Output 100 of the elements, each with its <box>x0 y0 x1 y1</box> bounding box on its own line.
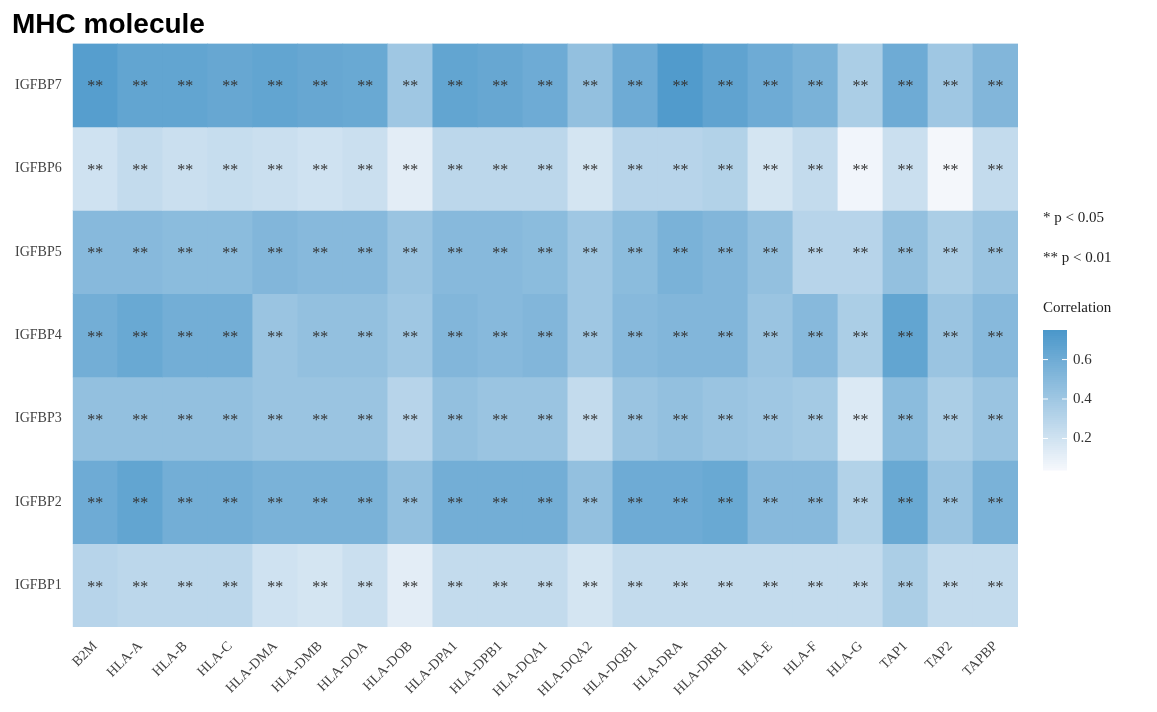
data-label: ** <box>87 577 104 595</box>
data-label: ** <box>537 494 554 512</box>
y-tick-label: IGFBP6 <box>15 160 62 176</box>
data-label: ** <box>267 410 284 428</box>
y-tick-label: IGFBP3 <box>15 410 62 426</box>
data-label: ** <box>762 577 779 595</box>
data-label: ** <box>87 327 104 345</box>
data-label: ** <box>312 77 329 95</box>
data-label: ** <box>852 410 869 428</box>
data-label: ** <box>942 160 959 178</box>
chart-title: MHC molecule <box>12 7 205 39</box>
data-label: ** <box>87 244 104 262</box>
data-label: ** <box>222 410 239 428</box>
data-label: ** <box>627 244 644 262</box>
data-label: ** <box>852 327 869 345</box>
data-label: ** <box>357 244 374 262</box>
data-label: ** <box>807 244 824 262</box>
data-label: ** <box>537 160 554 178</box>
data-label: ** <box>942 77 959 95</box>
data-label: ** <box>672 244 689 262</box>
data-label: ** <box>807 494 824 512</box>
color-bar-label: 0.2 <box>1073 429 1092 446</box>
data-label: ** <box>132 160 149 178</box>
data-label: ** <box>312 577 329 595</box>
color-bar-label: 0.4 <box>1073 389 1093 406</box>
data-label: ** <box>132 494 149 512</box>
data-label: ** <box>627 77 644 95</box>
data-label: ** <box>222 327 239 345</box>
data-label: ** <box>582 244 599 262</box>
data-label: ** <box>717 77 734 95</box>
color-bar-title: Correlation <box>1043 298 1112 315</box>
data-label: ** <box>987 577 1004 595</box>
data-label: ** <box>717 244 734 262</box>
data-label: ** <box>447 577 464 595</box>
color-bar-label: 0.6 <box>1073 350 1093 367</box>
data-label: ** <box>762 160 779 178</box>
data-label: ** <box>222 77 239 95</box>
data-label: ** <box>447 410 464 428</box>
data-label: ** <box>402 410 419 428</box>
data-label: ** <box>672 494 689 512</box>
data-label: ** <box>177 577 194 595</box>
data-label: ** <box>177 327 194 345</box>
data-label: ** <box>852 77 869 95</box>
data-label: ** <box>312 494 329 512</box>
data-label: ** <box>447 160 464 178</box>
data-label: ** <box>132 327 149 345</box>
data-label: ** <box>897 160 914 178</box>
data-label: ** <box>222 244 239 262</box>
data-label: ** <box>942 244 959 262</box>
data-label: ** <box>852 577 869 595</box>
data-label: ** <box>627 494 644 512</box>
data-label: ** <box>672 160 689 178</box>
data-label: ** <box>132 410 149 428</box>
data-label: ** <box>807 410 824 428</box>
data-label: ** <box>762 327 779 345</box>
y-tick-label: IGFBP2 <box>15 493 62 509</box>
data-label: ** <box>402 494 419 512</box>
data-label: ** <box>762 77 779 95</box>
data-label: ** <box>267 327 284 345</box>
data-label: ** <box>402 577 419 595</box>
data-label: ** <box>582 327 599 345</box>
data-label: ** <box>852 244 869 262</box>
data-label: ** <box>582 410 599 428</box>
data-label: ** <box>447 327 464 345</box>
data-label: ** <box>897 77 914 95</box>
y-tick-label: IGFBP1 <box>15 577 62 593</box>
data-label: ** <box>87 410 104 428</box>
data-label: ** <box>672 410 689 428</box>
data-label: ** <box>222 494 239 512</box>
data-label: ** <box>267 160 284 178</box>
data-label: ** <box>357 327 374 345</box>
data-label: ** <box>717 494 734 512</box>
data-label: ** <box>897 244 914 262</box>
data-label: ** <box>357 577 374 595</box>
data-label: ** <box>222 577 239 595</box>
data-label: ** <box>672 77 689 95</box>
data-label: ** <box>492 577 509 595</box>
data-label: ** <box>807 160 824 178</box>
data-label: ** <box>942 410 959 428</box>
text: * p < 0.05 <box>1043 208 1104 225</box>
data-label: ** <box>717 410 734 428</box>
data-label: ** <box>132 577 149 595</box>
y-tick-label: IGFBP4 <box>15 327 62 343</box>
data-label: ** <box>267 577 284 595</box>
data-label: ** <box>987 494 1004 512</box>
data-label: ** <box>537 77 554 95</box>
data-label: ** <box>87 160 104 178</box>
data-label: ** <box>177 494 194 512</box>
data-label: ** <box>942 577 959 595</box>
data-label: ** <box>582 160 599 178</box>
data-label: ** <box>987 77 1004 95</box>
data-label: ** <box>807 327 824 345</box>
data-label: ** <box>402 77 419 95</box>
data-label: ** <box>312 160 329 178</box>
data-label: ** <box>312 327 329 345</box>
data-label: ** <box>447 244 464 262</box>
data-label: ** <box>762 244 779 262</box>
data-label: ** <box>177 77 194 95</box>
data-label: ** <box>312 244 329 262</box>
y-tick-label: IGFBP7 <box>15 76 62 92</box>
